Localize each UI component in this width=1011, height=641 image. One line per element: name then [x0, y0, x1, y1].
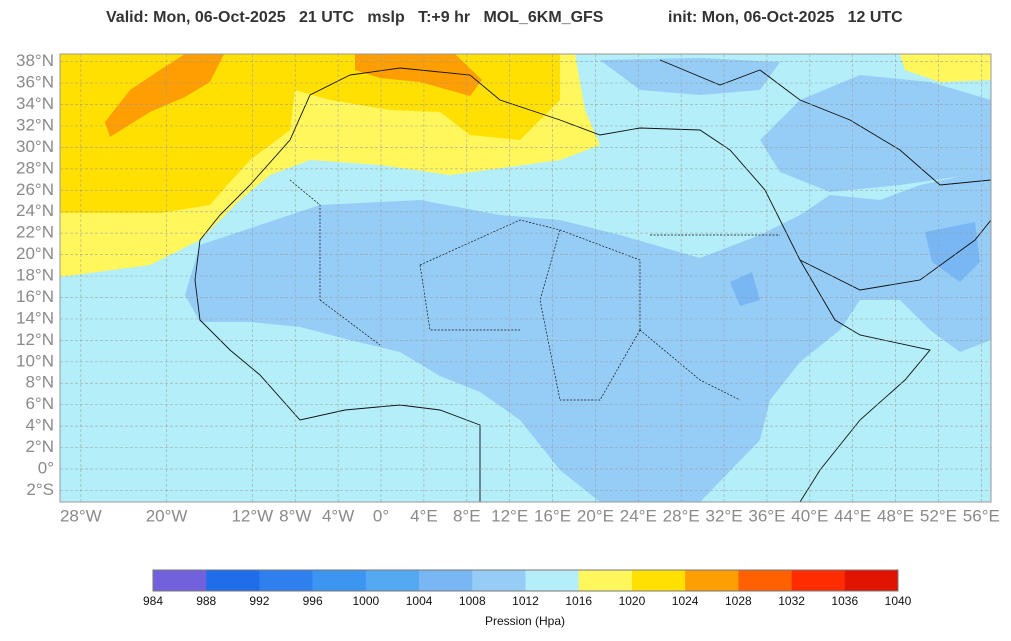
colorbar-label: Pression (Hpa) [485, 614, 565, 628]
lon-label: 12°E [491, 506, 528, 525]
field-1024 [105, 54, 224, 137]
colorbar-tick-label: 1000 [353, 594, 380, 608]
colorbar-swatch [791, 570, 846, 591]
colorbar-swatch [525, 570, 580, 591]
init-title: init: Mon, 06-Oct-2025 12 UTC [668, 9, 903, 26]
field-1008 [185, 170, 991, 502]
colorbar-swatch [259, 570, 313, 591]
colorbar-tick-label: 996 [303, 594, 323, 608]
colorbar-swatch [365, 570, 420, 591]
colorbar-swatch [578, 570, 633, 591]
lat-label: 20°N [16, 244, 54, 263]
colorbar-tick-label: 1040 [885, 594, 912, 608]
lon-label: 40°E [791, 506, 828, 525]
lat-label: 8°N [25, 373, 54, 392]
colorbar-frame [152, 569, 899, 592]
field-1016 [900, 54, 991, 82]
lat-label: 6°N [25, 394, 54, 413]
lat-label: 26°N [16, 180, 54, 199]
lat-label: 24°N [16, 201, 54, 220]
colorbar-tick-label: 1020 [619, 594, 646, 608]
lat-label: 36°N [16, 73, 54, 92]
lon-label: 44°E [834, 506, 871, 525]
lat-label: 16°N [16, 287, 54, 306]
colorbar-swatch [153, 570, 207, 591]
lat-label: 2°N [25, 437, 54, 456]
colorbar-tick-label: 984 [143, 594, 163, 608]
lat-label: 14°N [16, 308, 54, 327]
lon-label: 32°E [706, 506, 743, 525]
coastline [194, 59, 991, 502]
colorbar-swatch [206, 570, 260, 591]
colorbar-tick-label: 1036 [831, 594, 858, 608]
lat-label: 34°N [16, 94, 54, 113]
colorbar-tick-label: 988 [196, 594, 216, 608]
lon-label: 20°E [577, 506, 614, 525]
lat-label: 22°N [16, 223, 54, 242]
lat-label: 10°N [16, 351, 54, 370]
colorbar-tick-label: 1016 [565, 594, 592, 608]
colorbar-tick-label: 1028 [725, 594, 752, 608]
lon-label: 8°W [279, 506, 311, 525]
map [59, 53, 992, 503]
colorbar-tick-label: 1012 [512, 594, 539, 608]
lat-label: 28°N [16, 158, 54, 177]
lat-label: 2°S [26, 480, 54, 499]
lon-label: 48°E [877, 506, 914, 525]
lon-label: 12°W [231, 506, 273, 525]
valid-title: Valid: Mon, 06-Oct-2025 21 UTC mslp T:+9… [106, 9, 604, 26]
lon-label: 8°E [453, 506, 481, 525]
lon-label: 28°W [60, 506, 102, 525]
lon-label: 52°E [920, 506, 957, 525]
lat-label: 32°N [16, 115, 54, 134]
field-1024 [355, 54, 482, 96]
lon-label: 4°W [322, 506, 354, 525]
colorbar-swatch [419, 570, 473, 591]
lat-label: 38°N [16, 51, 54, 70]
lat-label: 12°N [16, 330, 54, 349]
lat-label: 0° [38, 458, 54, 477]
colorbar-tick-label: 1008 [459, 594, 486, 608]
colorbar-swatch [685, 570, 739, 591]
lon-label: 0° [373, 506, 389, 525]
lon-label: 36°E [748, 506, 785, 525]
colorbar-tick-label: 1032 [778, 594, 805, 608]
colorbar-tick-label: 1024 [672, 594, 699, 608]
lon-label: 16°E [534, 506, 571, 525]
colorbar-swatch [312, 570, 367, 591]
lon-label: 20°W [146, 506, 188, 525]
colorbar-swatch [738, 570, 792, 591]
lon-label: 4°E [410, 506, 438, 525]
map-frame [59, 53, 992, 503]
lon-label: 24°E [620, 506, 657, 525]
colorbar: Pression (Hpa) 984 988 992 996 1000 1004 1008 1… [143, 569, 912, 628]
colorbar-tick-label: 992 [249, 594, 269, 608]
colorbar-swatch [844, 570, 899, 591]
lat-label: 30°N [16, 137, 54, 156]
colorbar-tick-label: 1004 [406, 594, 433, 608]
colorbar-swatch [631, 570, 686, 591]
colorbar-swatch [472, 570, 526, 591]
lat-label: 4°N [25, 416, 54, 435]
field-1008 [600, 58, 780, 95]
lat-label: 18°N [16, 266, 54, 285]
lon-label: 56°E [963, 506, 1000, 525]
lon-label: 28°E [663, 506, 700, 525]
borders [289, 179, 780, 401]
